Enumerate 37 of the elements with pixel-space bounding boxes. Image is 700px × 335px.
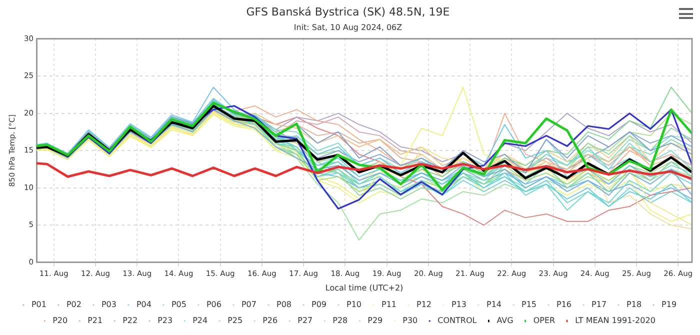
legend-label: P19 (662, 300, 677, 310)
legend-label: P29 (368, 316, 383, 326)
legend-label: P24 (192, 316, 208, 326)
legend-label: CONTROL (438, 316, 478, 326)
chart-title: GFS Banská Bystrica (SK) 48.5N, 19E (246, 5, 450, 18)
legend-label: P27 (298, 316, 313, 326)
legend-label: P30 (402, 316, 418, 326)
legend-label: P08 (276, 300, 292, 310)
legend-label: P15 (522, 300, 537, 310)
chart-subtitle: Init: Sat, 10 Aug 2024, 06Z (294, 23, 403, 32)
legend-label: P07 (241, 300, 256, 310)
legend-label: P23 (158, 316, 173, 326)
legend-label: P20 (52, 316, 68, 326)
legend-label: LT MEAN 1991-2020 (575, 316, 656, 326)
legend-label: P21 (88, 316, 103, 326)
legend-label: P03 (101, 300, 116, 310)
legend-label: P14 (486, 300, 502, 310)
legend-label: P28 (332, 316, 348, 326)
legend-label: P16 (556, 300, 572, 310)
legend-label: OPER (533, 316, 556, 326)
legend-label: P05 (171, 300, 186, 310)
legend-label: P10 (346, 300, 362, 310)
legend-label: P06 (206, 300, 222, 310)
legend-label: P12 (416, 300, 432, 310)
legend-label: P26 (262, 316, 278, 326)
legend-label: P18 (626, 300, 642, 310)
legend-label: P04 (136, 300, 152, 310)
x-axis-title: Local time (UTC+2) (325, 283, 404, 292)
legend-label: AVG (496, 316, 514, 326)
legend-label: P09 (311, 300, 327, 310)
legend-label: P11 (382, 300, 397, 310)
legend-label: P25 (228, 316, 243, 326)
legend-label: P13 (452, 300, 467, 310)
legend-label: P22 (122, 316, 138, 326)
legend-label: P02 (66, 300, 82, 310)
legend-label: P01 (31, 300, 46, 310)
legend-label: P17 (592, 300, 607, 310)
